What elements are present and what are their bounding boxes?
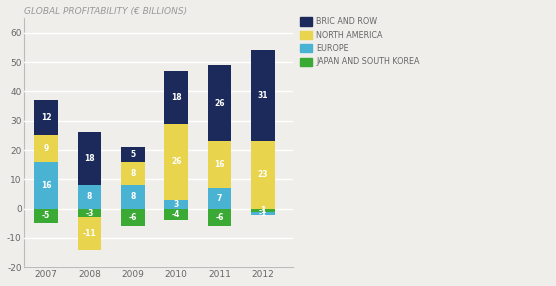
Text: -1: -1 [259, 208, 267, 218]
Text: GLOBAL PROFITABILITY (€ BILLIONS): GLOBAL PROFITABILITY (€ BILLIONS) [24, 7, 187, 16]
Text: 26: 26 [171, 157, 181, 166]
Text: 18: 18 [171, 93, 181, 102]
Bar [251, 209, 275, 212]
Legend: BRIC AND ROW, NORTH AMERICA, EUROPE, JAPAN AND SOUTH KOREA: BRIC AND ROW, NORTH AMERICA, EUROPE, JAP… [300, 17, 420, 66]
Bar [78, 209, 101, 217]
Text: 8: 8 [130, 169, 136, 178]
Bar [121, 185, 145, 209]
Text: 5: 5 [130, 150, 136, 159]
Text: -1: -1 [259, 206, 267, 214]
Bar [34, 135, 58, 162]
Bar [164, 200, 188, 209]
Bar [251, 212, 275, 214]
Bar [78, 185, 101, 209]
Bar [78, 132, 101, 185]
Bar [121, 209, 145, 226]
Bar [251, 141, 275, 209]
Bar [164, 124, 188, 200]
Bar [78, 217, 101, 250]
Text: -11: -11 [83, 229, 96, 238]
Text: 31: 31 [257, 91, 268, 100]
Text: -4: -4 [172, 210, 180, 219]
Text: -5: -5 [42, 211, 50, 221]
Bar [34, 100, 58, 135]
Text: 8: 8 [87, 192, 92, 201]
Bar [121, 162, 145, 185]
Text: 16: 16 [214, 160, 225, 169]
Bar [121, 147, 145, 162]
Bar [34, 162, 58, 209]
Bar [251, 50, 275, 141]
Text: -6: -6 [128, 213, 137, 222]
Text: 7: 7 [217, 194, 222, 203]
Text: 3: 3 [173, 200, 179, 209]
Bar [207, 188, 231, 209]
Bar [207, 65, 231, 141]
Text: 26: 26 [214, 99, 225, 108]
Bar [164, 209, 188, 221]
Text: 18: 18 [84, 154, 95, 163]
Bar [207, 209, 231, 226]
Text: 23: 23 [257, 170, 268, 179]
Text: -6: -6 [215, 213, 224, 222]
Bar [34, 209, 58, 223]
Bar [164, 71, 188, 124]
Text: 16: 16 [41, 181, 51, 190]
Bar [207, 141, 231, 188]
Text: -3: -3 [85, 208, 93, 218]
Text: 8: 8 [130, 192, 136, 201]
Text: 12: 12 [41, 113, 51, 122]
Text: 9: 9 [43, 144, 49, 153]
